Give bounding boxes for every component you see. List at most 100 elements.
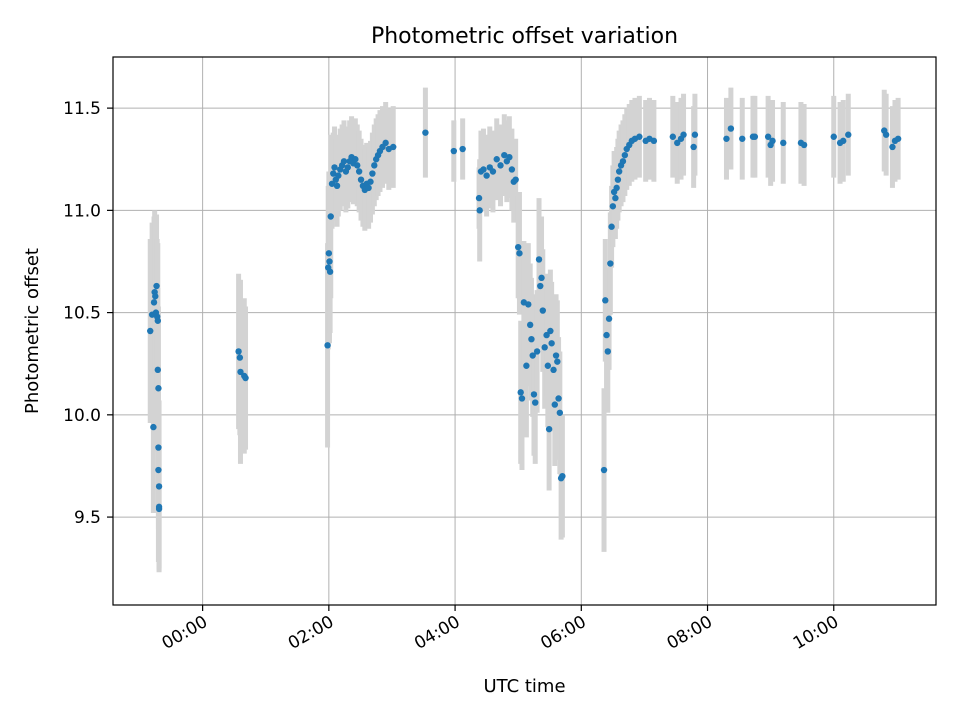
data-point — [153, 282, 160, 290]
y-tick-label: 11.5 — [63, 99, 101, 119]
data-point — [390, 143, 397, 151]
data-point — [550, 366, 557, 374]
data-point — [605, 315, 613, 322]
data-point — [155, 385, 162, 392]
data-point — [533, 348, 541, 355]
data-point — [780, 139, 787, 147]
data-point — [333, 182, 341, 190]
data-point — [352, 156, 359, 163]
data-point — [331, 164, 338, 171]
data-point — [691, 131, 699, 138]
data-point — [154, 317, 162, 324]
data-point — [680, 131, 687, 138]
data-point — [327, 213, 334, 220]
data-point — [882, 131, 890, 138]
data-point — [489, 168, 497, 175]
data-point — [523, 362, 530, 369]
data-point — [541, 344, 548, 351]
data-point — [365, 184, 372, 192]
data-point — [554, 358, 561, 365]
data-point — [236, 354, 244, 361]
data-point — [609, 203, 617, 210]
data-point — [845, 131, 852, 138]
data-point — [369, 170, 376, 177]
data-point — [612, 194, 619, 202]
y-tick-label: 11.0 — [63, 201, 101, 221]
data-point — [538, 274, 545, 282]
data-point — [155, 505, 163, 513]
data-point — [830, 133, 837, 140]
data-point — [603, 331, 610, 339]
data-point — [480, 166, 487, 173]
data-point — [371, 162, 378, 169]
data-point — [543, 331, 550, 339]
data-point — [530, 391, 538, 398]
data-point — [727, 125, 735, 132]
data-point — [650, 137, 658, 145]
data-point — [476, 207, 483, 214]
data-point — [537, 282, 544, 290]
data-point — [528, 335, 535, 343]
data-point — [751, 133, 759, 140]
data-point — [501, 151, 508, 159]
data-point — [150, 423, 157, 431]
data-point — [506, 153, 513, 161]
data-point — [551, 401, 558, 408]
data-point — [508, 166, 516, 173]
data-point — [800, 141, 808, 149]
y-tick-label: 10.5 — [63, 304, 101, 324]
data-point — [608, 223, 615, 230]
data-point — [556, 409, 564, 416]
data-point — [529, 352, 536, 359]
data-point — [636, 133, 643, 140]
data-point — [548, 340, 555, 347]
data-point — [600, 466, 608, 474]
data-point — [690, 143, 697, 151]
data-point — [559, 472, 566, 480]
data-point — [382, 139, 389, 147]
data-point — [518, 395, 526, 402]
data-point — [555, 395, 562, 402]
data-point — [497, 162, 504, 169]
data-point — [840, 137, 847, 145]
data-point — [514, 243, 522, 251]
data-point — [155, 466, 162, 474]
data-point — [152, 293, 159, 300]
data-point — [544, 362, 552, 369]
data-point — [516, 250, 523, 257]
data-point — [328, 180, 336, 187]
data-point — [674, 139, 681, 147]
y-axis-label: Photometric offset — [22, 248, 43, 414]
data-point — [357, 176, 365, 183]
data-point — [155, 444, 162, 451]
data-point — [602, 297, 609, 304]
data-point — [154, 366, 162, 374]
data-point — [526, 321, 534, 329]
data-point — [552, 352, 560, 359]
data-point — [532, 399, 539, 406]
data-point — [483, 172, 490, 179]
data-point — [545, 425, 553, 433]
data-point — [889, 143, 896, 151]
data-point — [150, 299, 158, 306]
data-point — [769, 137, 776, 145]
y-tick-label: 10.0 — [63, 406, 101, 426]
y-axis-ticks: 9.5 10.0 10.5 11.0 11.5 — [63, 99, 113, 528]
data-point — [367, 178, 374, 185]
y-tick-label: 9.5 — [74, 508, 101, 528]
data-point — [326, 258, 333, 265]
data-point — [335, 172, 342, 179]
data-point — [242, 374, 249, 382]
data-point — [475, 194, 483, 202]
data-point — [325, 250, 333, 257]
data-point — [493, 156, 500, 163]
data-point — [619, 158, 627, 165]
data-point — [517, 389, 524, 396]
data-point — [324, 342, 331, 349]
data-point — [621, 151, 629, 159]
chart-title: Photometric offset variation — [371, 24, 678, 49]
data-point — [155, 483, 163, 490]
data-point-layer — [147, 125, 902, 513]
data-point — [340, 158, 348, 165]
